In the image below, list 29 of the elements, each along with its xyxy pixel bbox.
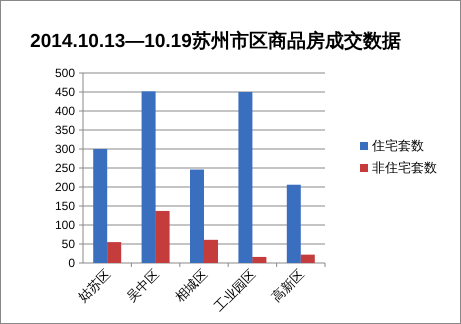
chart-title: 2014.10.13—10.19苏州市区商品房成交数据 <box>30 30 401 52</box>
bar <box>300 254 315 263</box>
y-tick-label: 450 <box>54 85 76 99</box>
x-tick-label: 工业园区 <box>211 266 259 314</box>
y-tick-label: 500 <box>54 66 76 80</box>
y-tick-label: 50 <box>62 237 76 251</box>
bar <box>204 240 218 263</box>
bar <box>286 184 301 263</box>
y-tick-label: 200 <box>54 180 76 194</box>
y-tick-label: 150 <box>54 199 76 213</box>
legend-label: 非住宅套数 <box>372 160 437 175</box>
y-tick-label: 0 <box>68 256 76 270</box>
bar <box>93 149 108 263</box>
x-tick-label: 相城区 <box>172 266 210 305</box>
x-tick-label: 高新区 <box>268 266 307 305</box>
bar <box>156 210 170 263</box>
bar <box>238 92 252 263</box>
bar <box>252 256 266 263</box>
bar <box>142 91 156 263</box>
y-tick-label: 250 <box>54 161 76 175</box>
legend-label: 住宅套数 <box>371 138 424 153</box>
bar <box>107 242 122 263</box>
y-tick-label: 350 <box>54 123 76 137</box>
y-tick-label: 100 <box>54 218 76 232</box>
y-tick-label: 300 <box>54 142 76 156</box>
bar <box>190 170 204 263</box>
x-tick-label: 姑苏区 <box>75 266 114 305</box>
x-tick-label: 吴中区 <box>124 266 162 305</box>
y-tick-label: 400 <box>54 104 76 118</box>
